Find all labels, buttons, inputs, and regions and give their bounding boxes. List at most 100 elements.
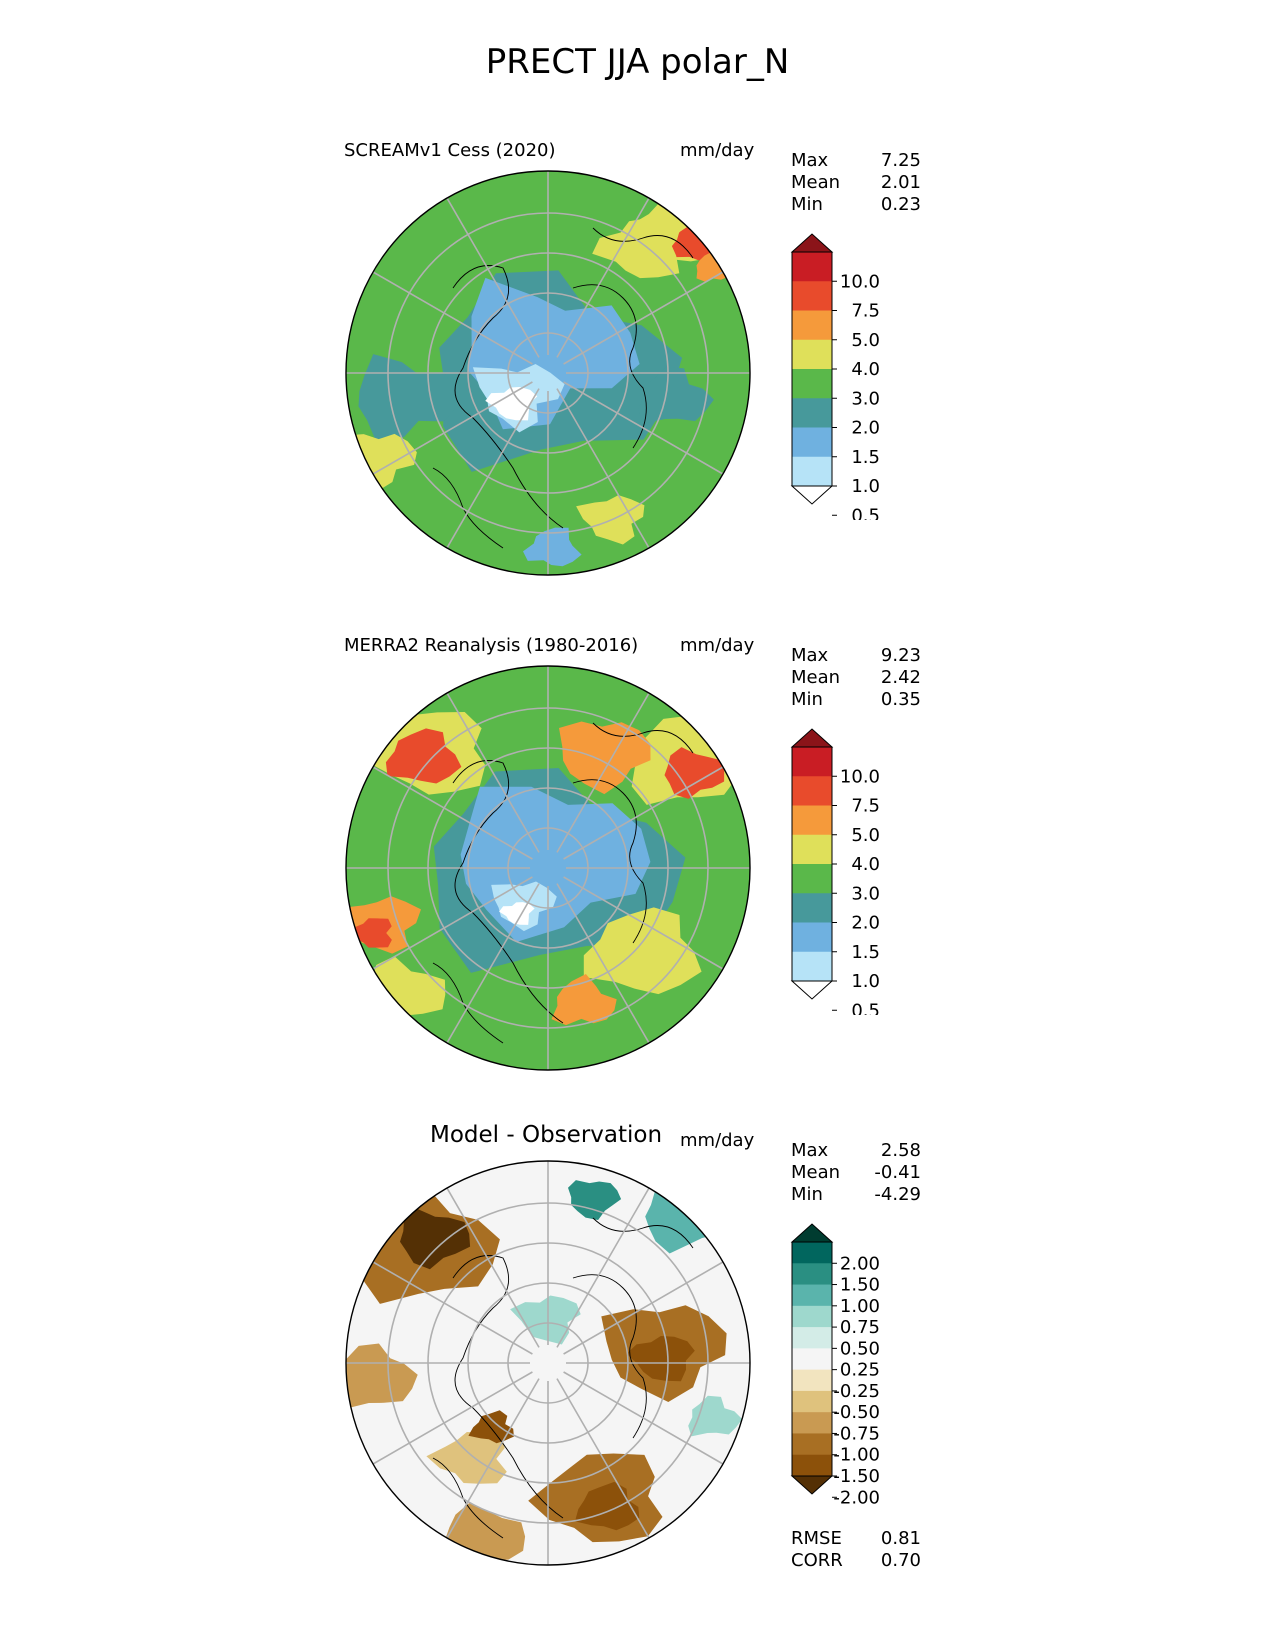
stats-box: Max 7.25 Mean 2.01 Min 0.23	[791, 150, 921, 216]
colorbar-tick-label: 0.25	[840, 1360, 880, 1381]
colorbar-tick-label: 5.0	[851, 330, 880, 351]
panel-observation: MERRA2 Reanalysis (1980-2016) mm/day Max…	[0, 625, 1275, 1105]
panel-difference: Model - Observation mm/day Max 2.58 Mean -…	[0, 1120, 1275, 1600]
panel-units: mm/day	[680, 1130, 755, 1151]
meridian-line	[556, 388, 650, 549]
colorbar-segment	[792, 456, 832, 487]
contour-region	[426, 1432, 507, 1484]
colorbar-segment	[792, 281, 832, 311]
colorbar-frame	[791, 1241, 833, 1477]
colorbar-tick-label: 0.5	[851, 1000, 880, 1015]
colorbar-segment	[792, 805, 832, 836]
colorbar-tick-label: 1.50	[840, 1275, 880, 1296]
colorbar-tick-label: 4.0	[851, 854, 880, 875]
panel-title: MERRA2 Reanalysis (1980-2016)	[344, 635, 639, 656]
stat-max: Max 7.25	[791, 150, 921, 171]
colorbar-extension-top	[790, 233, 834, 253]
colorbar-segment	[792, 922, 832, 953]
colorbar-tick-label: 1.5	[851, 942, 880, 963]
colorbar-tick-label: 1.5	[851, 447, 880, 468]
colorbar-tick-label: 0.75	[840, 1317, 880, 1338]
colorbar-segment	[792, 1412, 832, 1434]
meridian-line	[563, 381, 724, 475]
stat-max: Max 2.58	[791, 1140, 921, 1161]
colorbar-segment	[792, 864, 832, 894]
colorbar-tick-label: -0.75	[833, 1423, 880, 1444]
coastline	[572, 779, 647, 944]
meridian-line	[446, 197, 540, 358]
coastline	[572, 284, 647, 449]
colorbar-extension-bottom	[790, 1475, 834, 1495]
polar-map-model	[345, 170, 751, 576]
stat-min: Min 0.35	[791, 689, 921, 710]
colorbar-difference: 2.001.501.000.750.500.25-0.25-0.50-0.75-…	[790, 1223, 880, 1508]
contour-region	[592, 218, 683, 279]
panel-title: Model - Observation	[430, 1122, 663, 1148]
colorbar-segment	[792, 747, 832, 777]
contour-region	[568, 1180, 622, 1220]
contour-region	[346, 918, 392, 948]
stat-mean: Mean -0.41	[791, 1162, 921, 1183]
stat-mean: Mean 2.01	[791, 172, 921, 193]
coastline	[452, 760, 564, 1024]
meridian-line	[446, 883, 540, 1044]
map-boundary	[345, 665, 751, 1071]
colorbar-segment	[792, 893, 832, 923]
colorbar-tick-label: -0.25	[833, 1381, 880, 1402]
colorbar-segment	[792, 1284, 832, 1307]
coastline	[592, 227, 694, 259]
colorbar-tick-label: 3.0	[851, 388, 880, 409]
map-boundary	[345, 170, 751, 576]
stat-min: Min -4.29	[791, 1184, 921, 1205]
colorbar-segment	[792, 776, 832, 806]
meridian-line	[556, 1378, 650, 1539]
colorbar-extension-top	[790, 728, 834, 748]
meridian-line	[372, 1261, 533, 1355]
contour-region	[664, 747, 725, 799]
colorbar-extension-bottom	[790, 485, 834, 505]
coastline	[452, 1255, 564, 1519]
colorbar-segment	[792, 834, 832, 865]
coastline	[592, 722, 694, 754]
contour-region	[468, 1410, 514, 1444]
colorbar-tick-label: 1.0	[851, 476, 880, 497]
contour-region	[583, 907, 702, 995]
colorbar-segment	[792, 951, 832, 982]
colorbar-segment	[792, 398, 832, 428]
colorbar-tick-label: -1.50	[833, 1466, 880, 1487]
polar-map-observation	[345, 665, 751, 1071]
contour-region	[559, 721, 651, 795]
colorbar-precip: 10.0 7.5 5.0 4.0 3.0 2.0 1.5 1.0 0.5	[790, 728, 880, 1015]
stat-min: Min 0.23	[791, 194, 921, 215]
colorbar-extension-top	[790, 1223, 834, 1243]
colorbar-tick-label: 7.5	[851, 301, 880, 322]
colorbar-tick-label: 2.0	[851, 913, 880, 934]
meridian-line	[563, 1371, 724, 1465]
colorbar-tick-label: 1.0	[851, 971, 880, 992]
contour-region	[696, 251, 733, 282]
colorbar-segment	[792, 427, 832, 458]
colorbar-tick-label: 10.0	[840, 271, 880, 292]
colorbar-segment	[792, 1454, 832, 1477]
colorbar-segment	[792, 1242, 832, 1264]
contour-region	[358, 354, 458, 442]
metrics-box: RMSE 0.81 CORR 0.70	[791, 1528, 921, 1572]
contour-region	[400, 1209, 471, 1270]
contour-region	[638, 367, 714, 424]
meridian-line	[446, 692, 540, 853]
meridian-line	[372, 876, 533, 970]
panel-units: mm/day	[680, 140, 755, 161]
meridian-line	[446, 388, 540, 549]
coastline	[452, 265, 564, 529]
meridian-line	[563, 766, 724, 860]
map-field	[346, 1161, 750, 1565]
coastline	[572, 1274, 647, 1439]
coastline	[592, 1217, 694, 1249]
panel-units: mm/day	[680, 635, 755, 656]
meridian-line	[372, 766, 533, 860]
colorbar-tick-label: 5.0	[851, 825, 880, 846]
colorbar-segment	[792, 310, 832, 341]
colorbar-segment	[792, 339, 832, 370]
meridian-line	[563, 876, 724, 970]
colorbar-segment	[792, 369, 832, 399]
